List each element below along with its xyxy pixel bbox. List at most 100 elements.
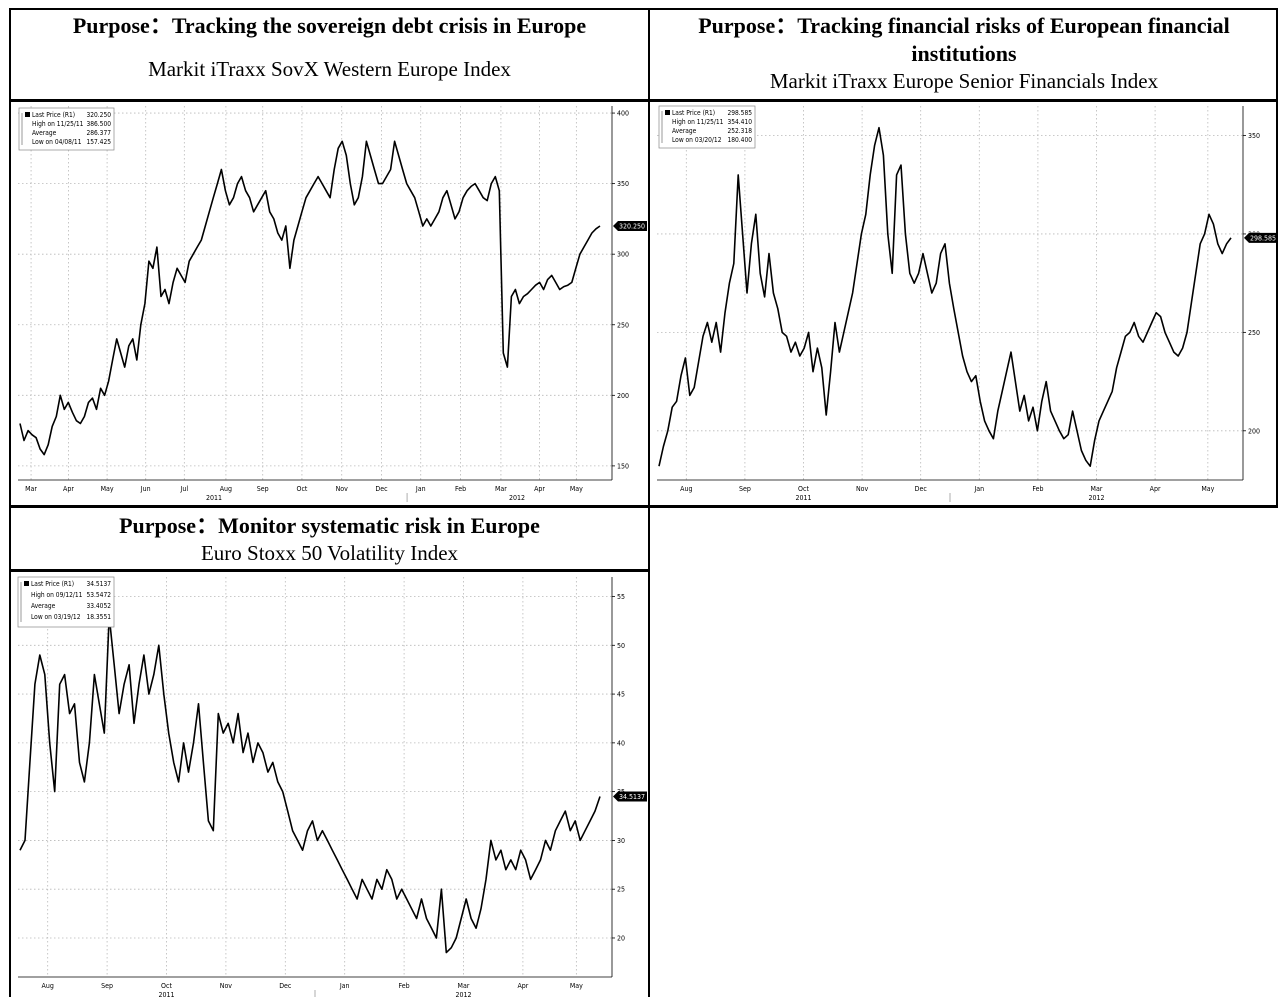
legend-value: 286.377 [86, 129, 111, 137]
x-tick-label: Jan [973, 485, 984, 493]
x-year-label: 2012 [1088, 494, 1104, 502]
x-tick-label: Apr [517, 982, 528, 990]
x-tick-label: Aug [220, 485, 232, 493]
panel-purpose: Purpose：Monitor systematic risk in Europ… [119, 513, 540, 538]
y-tick-label: 350 [617, 180, 629, 188]
x-tick-label: Dec [915, 485, 928, 493]
legend-label: High on 11/25/11 [32, 120, 84, 128]
x-tick-label: Jun [140, 485, 151, 493]
legend-value: 53.5472 [86, 591, 111, 599]
legend-value: 298.585 [727, 109, 752, 117]
legend-value: 18.3551 [86, 613, 111, 621]
legend-label: Low on 03/20/12 [672, 136, 722, 144]
panel-sovx: Purpose：Tracking the sovereign debt cris… [10, 8, 649, 508]
x-tick-label: Mar [458, 982, 470, 990]
y-tick-label: 55 [617, 593, 625, 601]
x-tick-label: Feb [1032, 485, 1043, 493]
y-tick-label: 45 [617, 691, 625, 699]
y-tick-label: 20 [617, 934, 625, 942]
last-price-marker [613, 220, 647, 231]
legend-value: 386.500 [86, 120, 111, 128]
x-tick-label: Sep [101, 982, 113, 990]
border-mid-vertical [648, 8, 650, 997]
border-outer-left [9, 8, 11, 997]
x-tick-label: Jan [415, 485, 426, 493]
financials-chart: 200250300350AugSepOctNovDecJanFebMarAprM… [653, 102, 1278, 505]
x-tick-label: May [570, 485, 583, 493]
x-year-label: 2012 [509, 494, 525, 502]
x-tick-label: Aug [42, 982, 54, 990]
y-tick-label: 40 [617, 739, 625, 747]
legend-value: 320.250 [86, 111, 111, 119]
panel-subtitle: Markit iTraxx Europe Senior Financials I… [769, 69, 1159, 93]
legend-label: Average [32, 129, 57, 137]
x-tick-label: Aug [680, 485, 692, 493]
x-tick-label: Dec [375, 485, 388, 493]
series-line [19, 615, 601, 954]
last-price-label: 298.585 [1250, 234, 1276, 242]
x-tick-label: May [101, 485, 114, 493]
series-line [658, 126, 1232, 467]
last-price-label: 34.5137 [619, 793, 645, 801]
legend-label: Last Price (R1) [31, 580, 74, 588]
x-tick-label: Jan [339, 982, 350, 990]
x-tick-label: Mar [1091, 485, 1103, 493]
y-tick-label: 200 [1248, 427, 1260, 435]
legend-value: 354.410 [727, 118, 752, 126]
border-header-row2 [9, 569, 650, 572]
x-tick-label: Mar [495, 485, 507, 493]
x-tick-label: May [1201, 485, 1214, 493]
y-tick-label: 200 [617, 392, 629, 400]
legend-swatch [665, 110, 670, 115]
x-tick-label: Sep [739, 485, 751, 493]
panel-subtitle: Markit iTraxx SovX Western Europe Index [148, 57, 511, 81]
legend-value: 33.4052 [86, 602, 111, 610]
legend-value: 180.400 [727, 136, 752, 144]
x-tick-label: Nov [856, 485, 869, 493]
panel-purpose: Purpose：Tracking the sovereign debt cris… [72, 13, 587, 38]
x-tick-label: Nov [220, 982, 233, 990]
legend-value: 157.425 [86, 138, 111, 146]
y-tick-label: 25 [617, 886, 625, 894]
border-row-divider [9, 505, 1278, 508]
border-outer-top [9, 8, 1278, 10]
legend-box [658, 105, 756, 149]
border-top-right [1276, 8, 1278, 508]
panel-purpose: Purpose：Tracking financial risks of Euro… [698, 13, 1230, 66]
x-tick-label: Sep [257, 485, 269, 493]
x-tick-label: Dec [279, 982, 292, 990]
x-year-label: 2011 [206, 494, 222, 502]
y-tick-label: 50 [617, 642, 625, 650]
vstoxx-chart: 2025303540455055AugSepOctNovDecJanFebMar… [12, 573, 647, 997]
legend-label: Average [672, 127, 697, 135]
legend-swatch [25, 112, 30, 117]
legend-box [17, 576, 115, 628]
y-tick-label: 30 [617, 837, 625, 845]
x-tick-label: Feb [399, 982, 410, 990]
x-year-label: 2012 [455, 991, 471, 997]
y-tick-label: 150 [617, 462, 629, 470]
legend-label: Low on 03/19/12 [31, 613, 81, 621]
panel-financials: Purpose：Tracking financial risks of Euro… [650, 8, 1278, 508]
y-tick-label: 250 [617, 321, 629, 329]
y-tick-label: 300 [617, 251, 629, 259]
series-line [19, 140, 601, 456]
x-tick-label: Nov [336, 485, 349, 493]
x-tick-label: Oct [296, 485, 307, 493]
last-price-label: 320.250 [619, 222, 645, 230]
border-header-row1 [9, 99, 1278, 102]
last-price-marker [613, 791, 647, 802]
legend-label: High on 11/25/11 [672, 118, 724, 126]
y-tick-label: 250 [1248, 329, 1260, 337]
x-tick-label: Oct [161, 982, 172, 990]
x-tick-label: Mar [25, 485, 37, 493]
legend-swatch [24, 581, 29, 586]
x-tick-label: Oct [798, 485, 809, 493]
last-price-marker [1244, 232, 1278, 243]
legend-label: Average [31, 602, 56, 610]
y-tick-label: 350 [1248, 132, 1260, 140]
x-year-label: 2011 [158, 991, 174, 997]
x-tick-label: May [570, 982, 583, 990]
legend-value: 252.318 [727, 127, 752, 135]
y-tick-label: 400 [617, 110, 629, 118]
